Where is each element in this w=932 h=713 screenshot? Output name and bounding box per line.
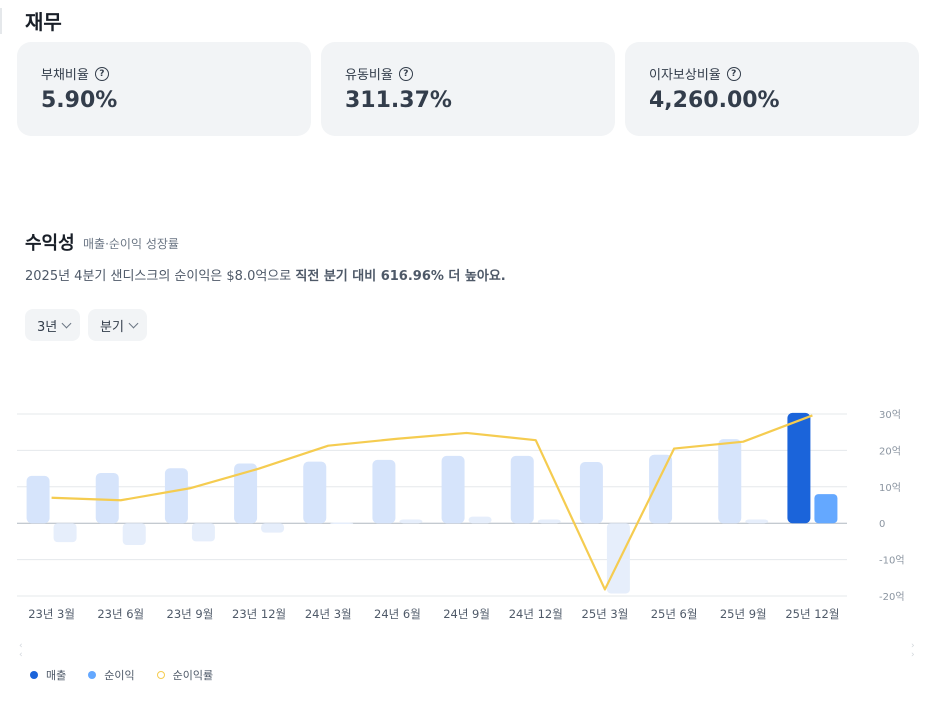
net-margin-line: [51, 414, 813, 591]
y-tick-label: -10억: [879, 555, 905, 567]
profitability-summary: 2025년 4분기 샌디스크의 순이익은 $8.0억으로 직전 분기 대비 61…: [25, 265, 506, 284]
current-ratio-card: 유동비율 ? 311.37%: [321, 42, 615, 136]
unit-dropdown-label: 분기: [100, 319, 124, 335]
revenue-bar: [510, 455, 534, 524]
margin-legend-dot: [156, 671, 165, 679]
debt-ratio-label: 부채비율: [41, 68, 89, 83]
legend-item-revenue: 매출: [30, 667, 66, 683]
x-tick-label: 24년 3월: [305, 607, 352, 621]
debt-ratio-value: 5.90%: [41, 88, 118, 113]
revenue-bar: [649, 454, 673, 524]
x-tick-label: 23년 6월: [97, 607, 144, 621]
net-income-bar: [606, 523, 630, 594]
interest-coverage-value: 4,260.00%: [649, 88, 780, 113]
x-tick-label: 23년 3월: [28, 607, 75, 621]
legend-label-net-income: 순이익: [104, 669, 135, 682]
x-tick-label: 24년 12월: [509, 607, 563, 621]
legend-item-net-income: 순이익: [88, 667, 135, 683]
profitability-chart[interactable]: 30억 20억 10억 0 -10억 -20억 23년 3월 23년 6월 23년 9월 23년 …: [0, 395, 932, 635]
scroll-right-icon[interactable]: › ›: [911, 641, 915, 660]
revenue-bar: [372, 459, 396, 524]
debt-ratio-label-row: 부채비율 ?: [41, 64, 109, 83]
revenue-bar: [234, 463, 258, 524]
period-dropdown[interactable]: 3년: [25, 309, 81, 341]
chevron-down-icon: [128, 318, 139, 328]
question-circle-icon[interactable]: ?: [94, 66, 109, 81]
y-tick-label: 10억: [879, 482, 901, 494]
interest-coverage-label: 이자보상비율: [649, 68, 721, 83]
revenue-bar: [164, 468, 188, 524]
revenue-bar: [95, 472, 119, 524]
profitability-subtitle: 매출·순이익 성장률: [83, 237, 179, 251]
net-income-bar: [191, 523, 215, 542]
period-dropdown-label: 3년: [37, 319, 58, 335]
chevron-down-icon: [61, 318, 72, 328]
x-tick-label: 24년 9월: [443, 607, 490, 621]
interest-coverage-card: 이자보상비율 ? 4,260.00%: [625, 42, 919, 136]
finance-cards: 부채비율 ? 5.90% 유동비율 ? 311.37% 이자보상비율 ? 4,2…: [17, 42, 919, 136]
net-income-bar: [814, 494, 838, 524]
profitability-title: 수익성: [25, 233, 75, 254]
legend-label-margin: 순이익률: [172, 669, 214, 682]
x-tick-label: 23년 9월: [167, 607, 214, 621]
x-tick-label: 24년 6월: [374, 607, 421, 621]
revenue-bar: [26, 475, 50, 524]
summary-text: 2025년 4분기 샌디스크의 순이익은 $8.0억으로: [25, 269, 296, 284]
revenue-bar: [441, 455, 465, 524]
revenue-bar: [303, 461, 327, 524]
revenue-bar: [579, 462, 603, 524]
revenue-legend-dot: [30, 671, 38, 679]
left-edge-rule: [0, 8, 2, 34]
current-ratio-label-row: 유동비율 ?: [345, 64, 413, 83]
net-income-bar: [330, 522, 354, 524]
x-tick-label: 25년 9월: [720, 607, 767, 621]
legend-item-margin: 순이익률: [156, 667, 214, 683]
revenue-bar: [718, 439, 742, 524]
unit-dropdown[interactable]: 분기: [88, 309, 147, 341]
summary-highlight: 직전 분기 대비 616.96% 더 높아요.: [295, 269, 506, 284]
x-tick-label: 23년 12월: [232, 607, 286, 621]
scroll-left-icon[interactable]: ‹ ‹: [19, 641, 23, 660]
y-tick-label: 30억: [879, 409, 901, 421]
question-circle-icon[interactable]: ?: [398, 66, 413, 81]
net-income-legend-dot: [88, 671, 97, 679]
net-income-bar: [468, 516, 492, 524]
y-tick-label: 20억: [879, 445, 901, 457]
x-tick-label: 25년 12월: [785, 607, 839, 621]
x-tick-label: 25년 3월: [582, 607, 629, 621]
net-income-bar: [122, 523, 146, 546]
net-income-bar: [261, 523, 285, 533]
question-circle-icon[interactable]: ?: [726, 66, 741, 81]
x-tick-label: 25년 6월: [651, 607, 698, 621]
net-income-bar: [53, 523, 77, 543]
current-ratio-value: 311.37%: [345, 88, 452, 113]
net-income-bar: [537, 519, 561, 524]
legend-label-revenue: 매출: [46, 669, 67, 682]
finance-section-title: 재무: [25, 10, 62, 34]
current-ratio-label: 유동비율: [345, 68, 393, 83]
net-income-bar: [745, 519, 769, 524]
debt-ratio-card: 부채비율 ? 5.90%: [17, 42, 311, 136]
y-tick-label: 0: [879, 519, 885, 530]
net-income-bar: [399, 519, 423, 524]
y-tick-label: -20억: [879, 591, 905, 603]
revenue-bar: [787, 412, 811, 524]
interest-coverage-label-row: 이자보상비율 ?: [649, 64, 741, 83]
chart-legend: 매출 순이익 순이익률: [30, 667, 235, 683]
